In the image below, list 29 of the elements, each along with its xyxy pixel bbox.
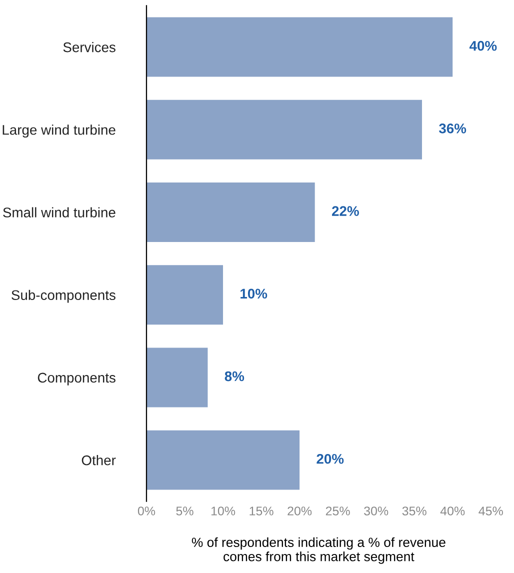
x-tick-label: 20% bbox=[288, 506, 312, 516]
data-label: 22% bbox=[332, 206, 359, 216]
x-tick-label: 40% bbox=[440, 506, 465, 516]
data-label: 20% bbox=[316, 454, 344, 464]
data-label: 10% bbox=[240, 288, 268, 299]
y-tick-label: Services bbox=[63, 42, 116, 52]
x-tick-label: 0% bbox=[138, 506, 156, 516]
bar bbox=[146, 182, 315, 242]
x-tick-label: 30% bbox=[364, 506, 388, 516]
y-tick-label: Small wind turbine bbox=[3, 207, 116, 218]
x-tick-label: 35% bbox=[402, 506, 426, 516]
y-tick-label: Large wind turbine bbox=[2, 124, 116, 138]
bar bbox=[146, 265, 224, 325]
x-tick-label: 10% bbox=[211, 506, 236, 516]
data-label: 8% bbox=[224, 371, 244, 382]
x-axis-title: % of respondents indicating a % of revenue comes from this market segment bbox=[192, 537, 446, 564]
data-label: 36% bbox=[438, 124, 466, 134]
y-tick-label: Sub-components bbox=[12, 290, 116, 303]
data-label: 40% bbox=[469, 40, 497, 51]
bar bbox=[146, 100, 422, 160]
bar bbox=[146, 430, 300, 490]
bar bbox=[146, 348, 208, 408]
x-tick-label: 25% bbox=[326, 506, 350, 516]
bar bbox=[146, 17, 453, 77]
y-tick-label: Other bbox=[82, 455, 116, 466]
y-tick-label: Components bbox=[38, 372, 116, 386]
x-tick-label: 5% bbox=[176, 506, 194, 516]
x-tick-label: 15% bbox=[250, 506, 274, 516]
x-tick-label: 45% bbox=[478, 506, 503, 516]
